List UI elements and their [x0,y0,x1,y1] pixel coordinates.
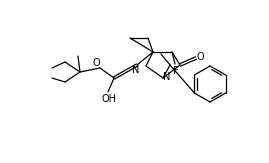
Text: N: N [132,65,140,75]
Text: O: O [196,52,204,62]
Text: O: O [92,58,100,68]
Text: OH: OH [101,94,116,104]
Text: N: N [163,72,171,82]
Text: F: F [173,66,179,76]
